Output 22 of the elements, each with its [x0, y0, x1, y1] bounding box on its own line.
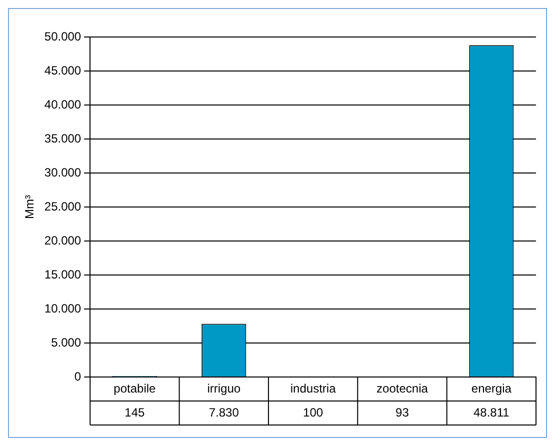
y-tick-label: 35.000 — [44, 131, 82, 146]
x-tick-label: energia — [471, 381, 512, 396]
data-label: 48.811 — [474, 405, 510, 420]
y-tick-label: 30.000 — [44, 165, 82, 180]
y-tick-label: 0 — [74, 369, 82, 384]
x-tick-label: potabile — [114, 381, 156, 396]
data-label: 93 — [396, 405, 410, 420]
y-tick-label: 50.000 — [44, 29, 82, 44]
y-tick-label: 45.000 — [44, 63, 82, 78]
x-tick-label: zootecnia — [376, 381, 428, 396]
y-tick-label: 20.000 — [44, 233, 82, 248]
data-label: 145 — [124, 405, 146, 420]
y-tick-label: 40.000 — [44, 97, 82, 112]
y-axis-title: Mm³ — [22, 195, 37, 219]
y-tick-label: 5.000 — [51, 335, 82, 350]
x-tick-label: industria — [290, 381, 336, 396]
data-label: 100 — [303, 405, 324, 420]
data-label: 7.830 — [208, 405, 240, 420]
y-tick-label: 15.000 — [44, 267, 82, 282]
y-tick-label: 10.000 — [44, 301, 82, 316]
y-tick-label: 25.000 — [44, 199, 82, 214]
x-tick-label: irriguo — [207, 381, 241, 396]
